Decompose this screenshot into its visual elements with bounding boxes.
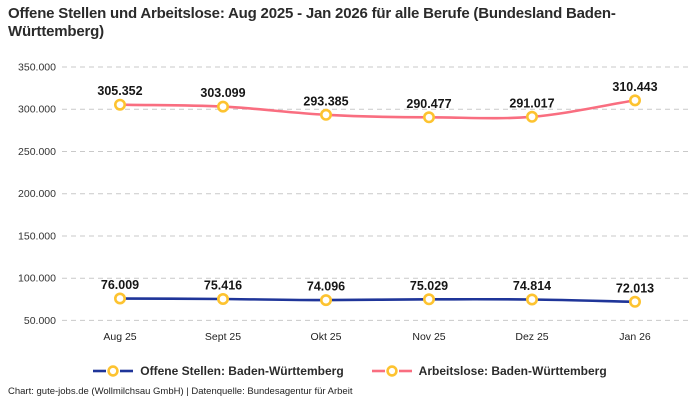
data-point-label: 76.009 <box>101 278 139 292</box>
data-point-label: 305.352 <box>97 84 142 98</box>
data-point-marker[interactable] <box>422 111 435 124</box>
y-axis-tick-label: 150.000 <box>18 231 56 243</box>
data-point-label: 75.029 <box>410 279 448 293</box>
legend-swatch-arbeitslose-icon <box>371 365 412 377</box>
chart-title: Offene Stellen und Arbeitslose: Aug 2025… <box>8 5 616 40</box>
data-point-label: 290.477 <box>406 97 451 111</box>
y-axis-tick-label: 250.000 <box>18 146 56 158</box>
legend-label-offene-stellen: Offene Stellen: Baden-Württemberg <box>140 364 344 378</box>
data-point-label: 310.443 <box>612 80 657 94</box>
data-point-label: 74.814 <box>513 279 551 293</box>
data-point-marker[interactable] <box>525 110 538 123</box>
x-axis-tick-label: Dez 25 <box>515 331 548 343</box>
chart-legend: Offene Stellen: Baden-Württemberg Arbeit… <box>0 361 700 381</box>
data-point-marker[interactable] <box>217 100 230 113</box>
y-axis-tick-label: 300.000 <box>18 104 56 116</box>
x-axis-tick-label: Sept 25 <box>205 331 241 343</box>
y-axis-tick-label: 350.000 <box>18 62 56 74</box>
data-point-label: 291.017 <box>509 96 554 110</box>
x-axis-tick-label: Okt 25 <box>311 331 342 343</box>
y-axis-tick-label: 50.000 <box>24 315 56 327</box>
data-point-label: 72.013 <box>616 281 654 295</box>
legend-item-offene-stellen[interactable]: Offene Stellen: Baden-Württemberg <box>93 364 344 378</box>
data-point-marker[interactable] <box>422 293 435 306</box>
data-point-label: 75.416 <box>204 279 242 293</box>
data-point-label: 303.099 <box>200 86 245 100</box>
x-axis-tick-label: Jan 26 <box>619 331 651 343</box>
data-point-marker[interactable] <box>319 108 332 121</box>
data-point-marker[interactable] <box>114 98 127 111</box>
y-axis-tick-label: 200.000 <box>18 188 56 200</box>
legend-label-arbeitslose: Arbeitslose: Baden-Württemberg <box>418 364 607 378</box>
data-point-marker[interactable] <box>217 292 230 305</box>
data-point-marker[interactable] <box>525 293 538 306</box>
data-point-marker[interactable] <box>628 94 641 107</box>
series-line <box>119 297 636 304</box>
legend-swatch-offene-stellen-icon <box>93 365 134 377</box>
x-axis-tick-label: Nov 25 <box>412 331 445 343</box>
series-line <box>119 99 636 120</box>
x-axis-tick-label: Aug 25 <box>103 331 136 343</box>
data-point-label: 293.385 <box>303 94 348 108</box>
data-point-marker[interactable] <box>319 294 332 307</box>
legend-item-arbeitslose[interactable]: Arbeitslose: Baden-Württemberg <box>371 364 607 378</box>
data-point-marker[interactable] <box>628 295 641 308</box>
y-axis-tick-label: 100.000 <box>18 273 56 285</box>
attribution-footer: Chart: gute-jobs.de (Wollmilchsau GmbH) … <box>8 386 353 397</box>
data-point-label: 74.096 <box>307 280 345 294</box>
data-point-marker[interactable] <box>114 292 127 305</box>
